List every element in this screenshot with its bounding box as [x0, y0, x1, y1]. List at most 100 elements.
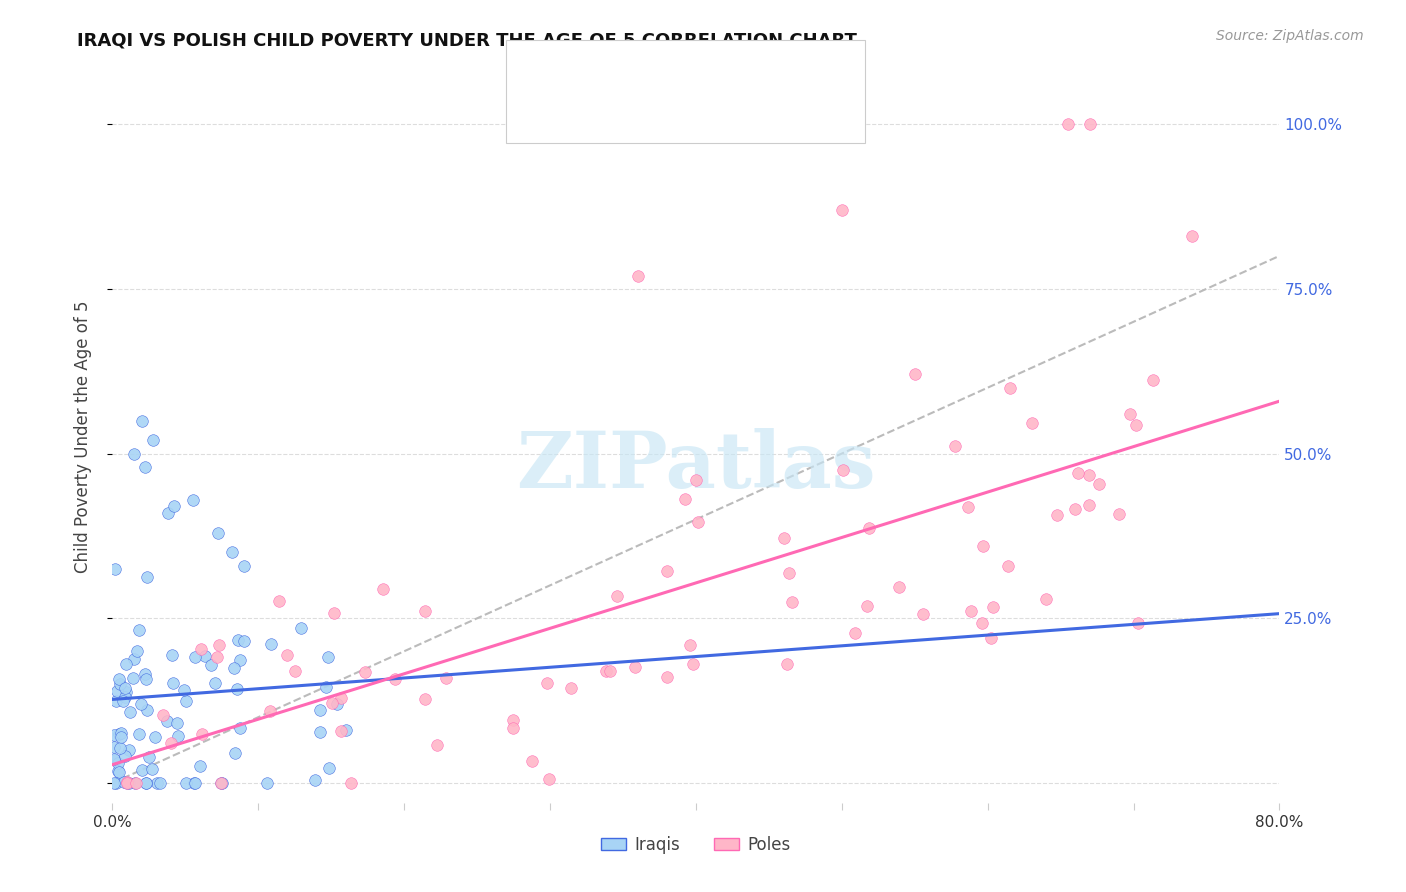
Point [135, 776, 157, 790]
Point [1063, 502, 1085, 516]
Point [131, 763, 153, 777]
Point [124, 446, 146, 460]
Point [105, 684, 128, 698]
Point [110, 726, 132, 740]
Point [844, 626, 866, 640]
Point [129, 697, 152, 711]
Point [1077, 468, 1099, 483]
Point [141, 762, 163, 776]
Point [1021, 417, 1043, 431]
Point [228, 632, 250, 647]
Point [183, 776, 205, 790]
Point [832, 463, 855, 477]
Point [330, 723, 353, 738]
Point [128, 623, 150, 637]
Point [1088, 477, 1111, 491]
Point [682, 657, 704, 672]
Point [1057, 117, 1080, 131]
Point [163, 500, 186, 514]
Point [152, 708, 174, 723]
Point [502, 713, 524, 727]
Point [194, 649, 217, 664]
Point [181, 492, 204, 507]
Point [657, 564, 679, 578]
Point [104, 753, 127, 767]
Point [115, 775, 138, 789]
Point [413, 692, 436, 706]
Point [415, 603, 437, 617]
Point [134, 459, 156, 474]
Point [887, 580, 910, 594]
Point [326, 697, 349, 711]
Point [434, 671, 457, 685]
Point [308, 703, 330, 717]
Point [103, 728, 125, 742]
Text: ZIPatlas: ZIPatlas [516, 428, 876, 504]
Point [103, 740, 125, 755]
Point [290, 621, 312, 635]
Point [135, 570, 157, 584]
Point [221, 545, 243, 559]
Point [122, 652, 145, 666]
Point [117, 742, 139, 756]
Point [122, 671, 145, 685]
Point [502, 721, 524, 735]
Point [858, 521, 880, 535]
Point [1035, 591, 1057, 606]
Point [114, 685, 136, 699]
Point [354, 665, 377, 679]
Point [256, 776, 278, 790]
Point [321, 697, 343, 711]
Point [114, 657, 136, 672]
Text: R = 0.242   N = 93: R = 0.242 N = 93 [567, 65, 711, 79]
Point [229, 721, 252, 735]
Text: Source: ZipAtlas.com: Source: ZipAtlas.com [1216, 29, 1364, 43]
Y-axis label: Child Poverty Under the Age of 5: Child Poverty Under the Age of 5 [73, 301, 91, 574]
Point [232, 558, 254, 573]
Point [831, 202, 853, 217]
Point [1078, 117, 1101, 131]
Point [776, 657, 799, 671]
Point [560, 681, 582, 695]
Text: R = 0.548   N = 81: R = 0.548 N = 81 [567, 105, 711, 120]
Point [1128, 616, 1150, 631]
Point [188, 758, 211, 772]
Point [426, 738, 449, 752]
Point [778, 566, 800, 580]
Point [655, 669, 678, 683]
Point [204, 675, 226, 690]
Point [373, 582, 395, 597]
Point [957, 500, 980, 515]
Point [855, 599, 877, 613]
Point [160, 648, 183, 662]
Point [685, 473, 707, 487]
Point [960, 604, 983, 618]
Point [149, 776, 172, 790]
Point [166, 729, 188, 743]
Point [998, 381, 1021, 395]
Point [1066, 467, 1088, 481]
Point [1142, 372, 1164, 386]
Point [904, 368, 927, 382]
Point [114, 690, 136, 704]
Point [599, 664, 621, 678]
Point [162, 675, 184, 690]
Point [128, 727, 150, 741]
Point [207, 649, 229, 664]
Point [156, 714, 179, 728]
Point [156, 506, 179, 520]
Point [315, 680, 337, 694]
Point [911, 607, 934, 621]
Point [127, 644, 149, 658]
Point [1077, 498, 1099, 512]
Point [115, 776, 138, 790]
Point [183, 776, 205, 790]
Point [259, 637, 281, 651]
Point [159, 736, 181, 750]
Point [943, 439, 966, 453]
Point [112, 775, 135, 789]
Point [211, 776, 233, 790]
Point [107, 756, 129, 770]
Point [136, 703, 159, 717]
Point [308, 725, 330, 739]
